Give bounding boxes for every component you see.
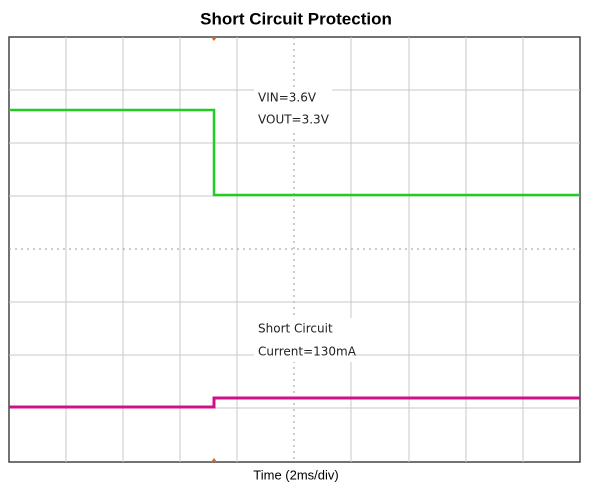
trigger-marker — [211, 458, 217, 462]
voltage-trace — [9, 108, 580, 197]
annotation: Short Circuit — [258, 322, 333, 336]
annotation: Current=130mA — [258, 345, 357, 359]
label-bg — [254, 318, 352, 362]
title: Short Circuit Protection — [200, 9, 392, 28]
current-trace — [9, 396, 580, 409]
annotation: VOUT=3.3V — [258, 113, 330, 127]
trigger-marker — [211, 37, 217, 41]
annotation: VIN=3.6V — [258, 91, 317, 105]
label-bg — [254, 88, 332, 130]
x-axis-label: Time (2ms/div) — [253, 467, 338, 482]
